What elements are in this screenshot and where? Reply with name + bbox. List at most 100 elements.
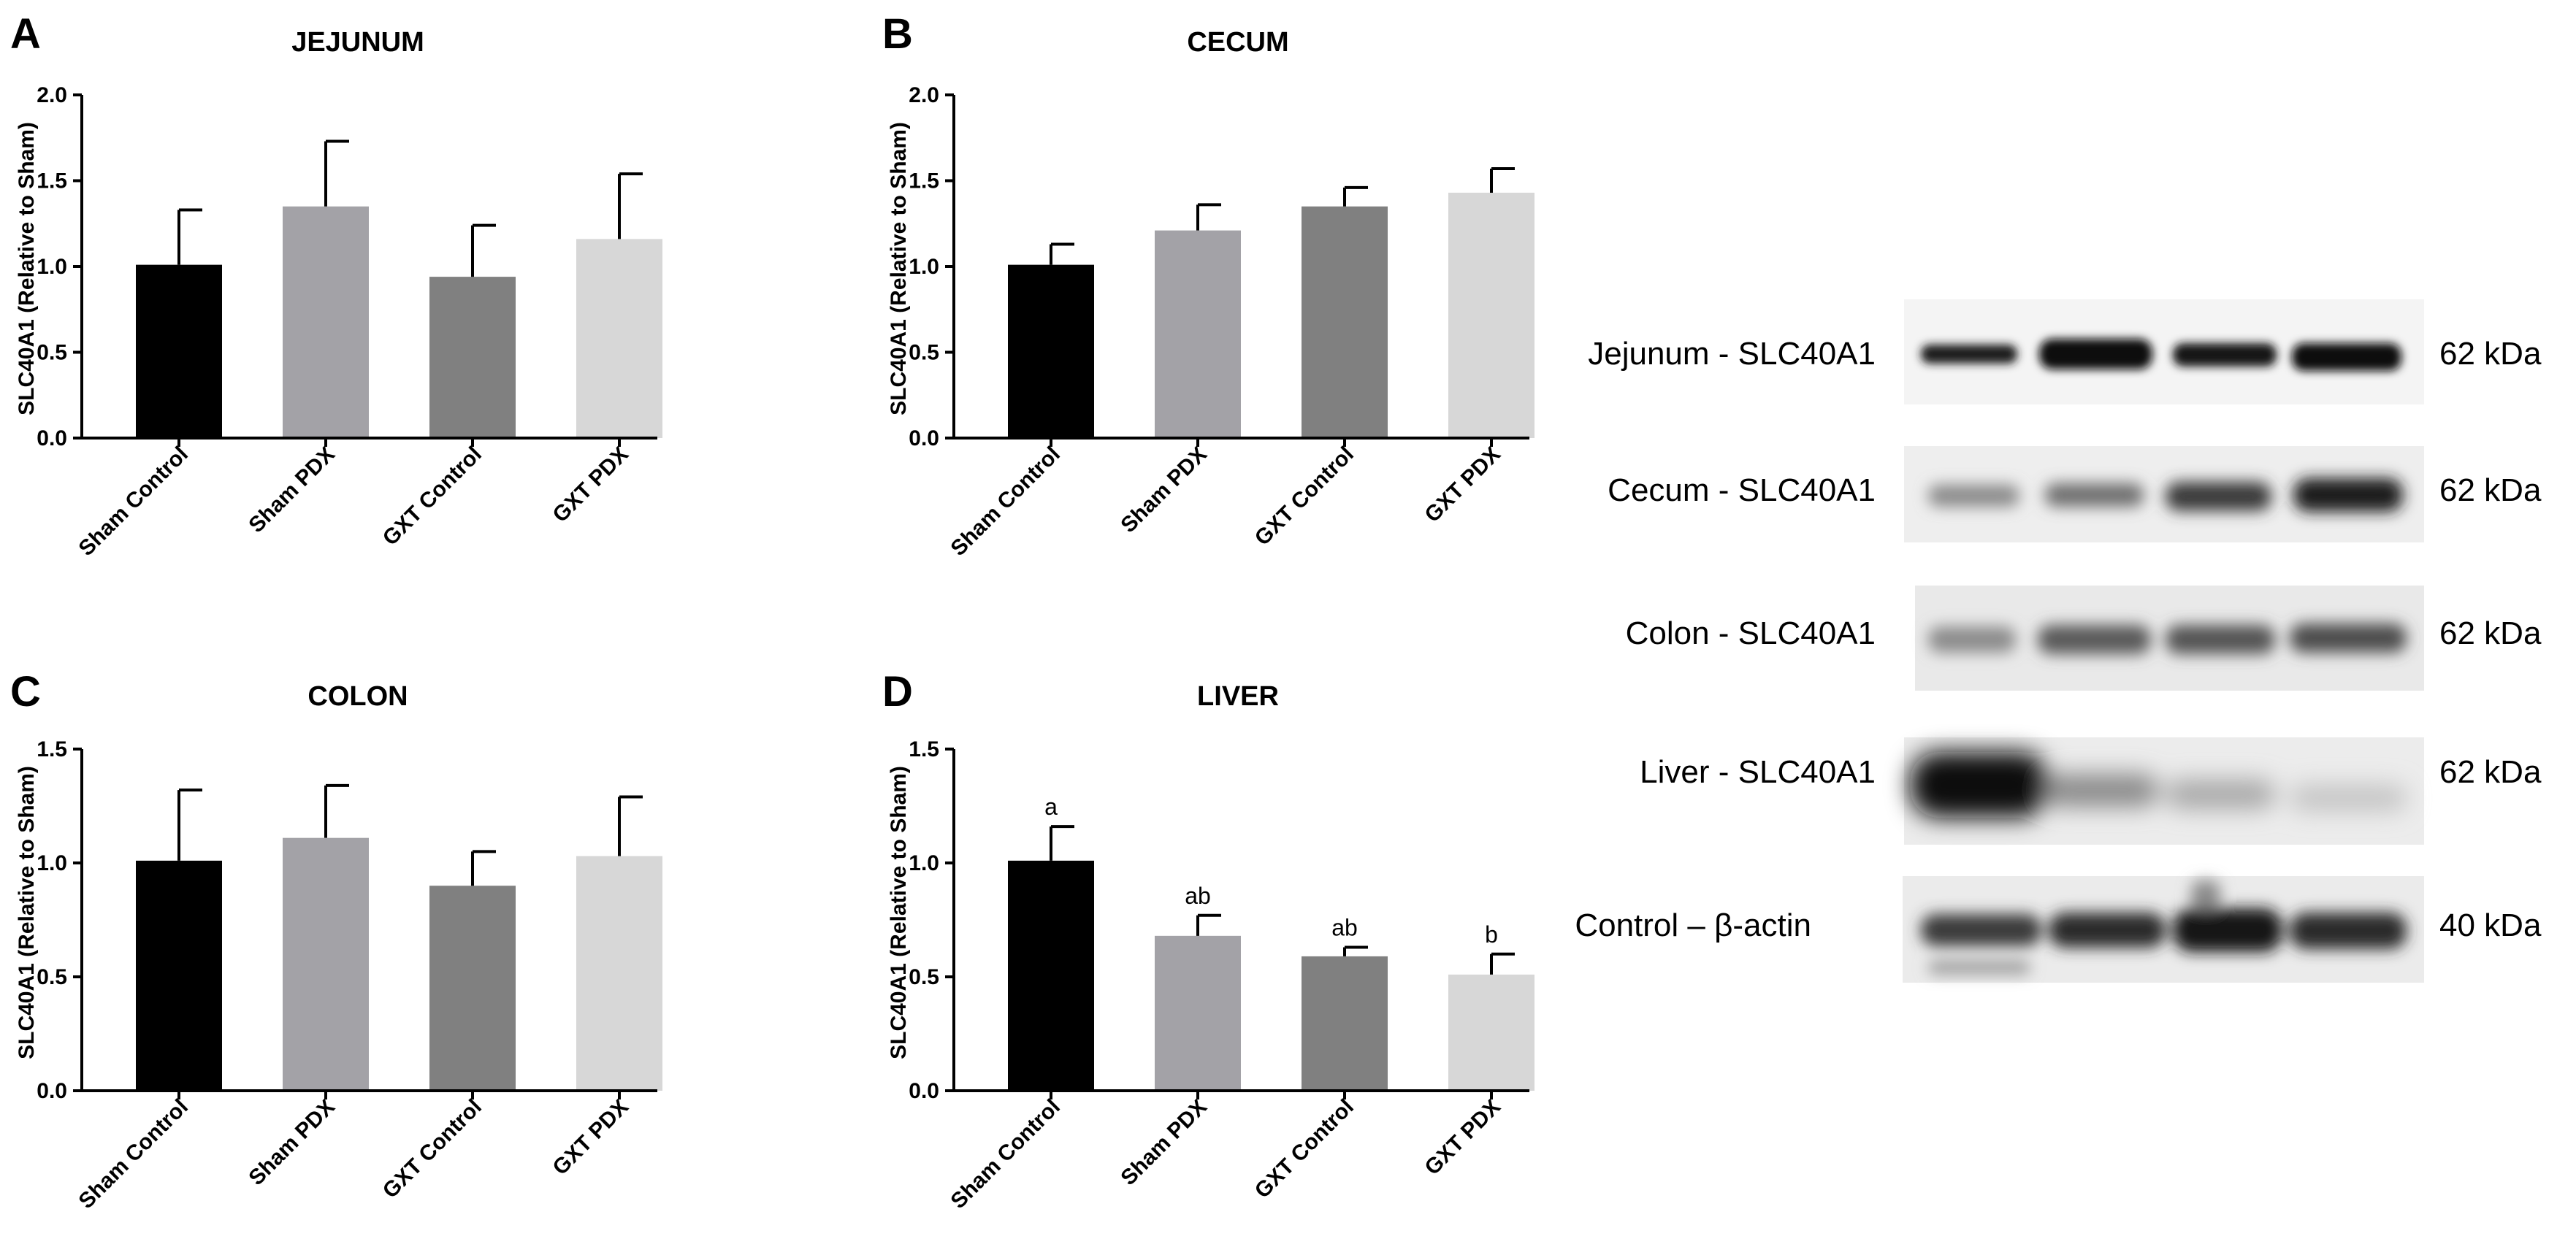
blot-label: Cecum - SLC40A1: [1608, 472, 1876, 508]
error-bar: [1490, 952, 1515, 975]
y-axis-ticks: 0.0 0.5 1.0 1.5 2.0: [909, 83, 954, 450]
blot-band: [2166, 625, 2275, 654]
blot-band: [1928, 626, 2016, 653]
panel-letter-c: C: [10, 668, 41, 715]
blot-band: [1921, 345, 2017, 364]
y-tick-label: 0.0: [909, 426, 939, 450]
blot-band: [2290, 913, 2407, 949]
blot-band: [2290, 623, 2407, 653]
bars: [136, 783, 662, 1091]
x-category-label: Sham Control: [74, 442, 193, 561]
bar: [1448, 974, 1534, 1091]
error-bar: [471, 223, 496, 277]
blot-band: [2038, 625, 2151, 654]
blot-label: Jejunum - SLC40A1: [1588, 336, 1876, 372]
error-bar: [324, 139, 349, 207]
panel-c-colon: C COLON SLC40A1 (Relative to Sham) 0.00.…: [10, 668, 662, 1213]
error-bar: [1343, 185, 1368, 207]
axes: [952, 749, 1529, 1092]
blot-size: 62 kDa: [2439, 754, 2542, 790]
panel-title-cecum: CECUM: [1187, 27, 1288, 58]
y-tick-label: 1.5: [909, 169, 939, 193]
x-category-label: GXT PDX: [548, 442, 632, 527]
x-category-label: GXT Control: [378, 442, 486, 550]
y-axis-ticks: 0.0 0.5 1.0 1.5: [909, 737, 954, 1103]
y-tick-label: 2.0: [909, 83, 939, 107]
x-category-label: GXT Control: [1250, 1095, 1358, 1203]
blot-band: [2290, 785, 2407, 811]
error-bar: [1050, 825, 1074, 861]
error-bar: [1490, 167, 1515, 193]
bar: [429, 277, 516, 438]
y-axis-label: SLC40A1 (Relative to Sham): [887, 122, 911, 415]
error-bar: [1196, 913, 1221, 936]
y-tick-label: 0.0: [37, 426, 67, 450]
blot-bands: [1921, 339, 2401, 371]
bar: [429, 886, 516, 1091]
error-bar: [618, 795, 643, 856]
blot-row-jejunum: Jejunum - SLC40A1 62 kDa: [1588, 299, 2542, 404]
axes: [80, 95, 657, 440]
bar: [1008, 860, 1094, 1091]
blot-band: [2166, 482, 2271, 511]
blot-band: [2045, 774, 2158, 807]
error-bar: [1196, 203, 1221, 231]
axes: [952, 95, 1529, 440]
blot-bands: [1910, 752, 2407, 818]
y-tick-label: 1.0: [37, 255, 67, 279]
y-tick-label: 1.5: [37, 737, 67, 761]
blot-band: [2166, 780, 2275, 809]
blot-band: [2039, 339, 2152, 369]
error-bar: [324, 783, 349, 838]
bar: [136, 860, 222, 1091]
panel-b-cecum: B CECUM SLC40A1 (Relative to Sham) 0.00.…: [882, 10, 1534, 561]
blot-bands: [1921, 880, 2407, 974]
blot-row-liver: Liver - SLC40A1 62 kDa: [1640, 737, 2542, 845]
significance-label: b: [1485, 921, 1498, 948]
x-category-label: Sham PDX: [244, 1095, 340, 1191]
blot-band: [2045, 483, 2144, 507]
y-axis-ticks: 0.0 0.5 1.0 1.5 2.0: [37, 83, 82, 450]
x-axis-labels: Sham Control Sham PDX GXT Control GXT PDX: [947, 438, 1505, 561]
x-category-label: GXT Control: [1250, 442, 1358, 550]
panel-title-jejunum: JEJUNUM: [291, 27, 424, 58]
bar: [283, 837, 369, 1091]
bar: [1155, 230, 1241, 438]
y-tick-label: 0.0: [909, 1079, 939, 1103]
y-tick-label: 1.0: [909, 851, 939, 875]
significance-label: a: [1044, 794, 1058, 820]
y-axis-label: SLC40A1 (Relative to Sham): [15, 766, 39, 1059]
blot-bands: [1928, 623, 2407, 654]
blot-band: [1921, 914, 2041, 946]
blot-bands: [1928, 478, 2403, 512]
bars: a ab ab b: [1008, 794, 1534, 1091]
error-bar: [618, 172, 643, 239]
bars: [136, 139, 662, 438]
x-axis-labels: Sham Control Sham PDX GXT Control GXT PDX: [947, 1091, 1505, 1213]
panel-letter-d: D: [882, 668, 913, 715]
x-category-label: Sham Control: [74, 1095, 193, 1213]
bars: [1008, 167, 1534, 438]
blot-size: 62 kDa: [2439, 336, 2542, 372]
blot-label: Colon - SLC40A1: [1626, 615, 1876, 651]
bar: [1008, 264, 1094, 438]
y-tick-label: 0.5: [37, 965, 67, 989]
y-axis-label: SLC40A1 (Relative to Sham): [887, 766, 911, 1059]
x-category-label: Sham PDX: [1116, 1095, 1212, 1191]
blot-band: [1910, 752, 2049, 818]
x-category-label: Sham Control: [947, 442, 1065, 561]
bar: [1302, 206, 1388, 438]
y-tick-label: 2.0: [37, 83, 67, 107]
panel-letter-b: B: [882, 10, 913, 58]
bar: [136, 264, 222, 438]
x-axis-labels: Sham Control Sham PDX GXT Control GXT PDX: [74, 438, 633, 561]
y-axis-ticks: 0.0 0.5 1.0 1.5: [37, 737, 82, 1103]
error-bar: [471, 850, 496, 886]
x-category-label: GXT PDX: [1420, 442, 1505, 527]
blot-band: [2173, 343, 2277, 366]
y-tick-label: 1.0: [37, 851, 67, 875]
panel-letter-a: A: [10, 10, 41, 58]
y-tick-label: 1.5: [909, 737, 939, 761]
bar: [283, 206, 369, 438]
blot-band: [2049, 913, 2166, 948]
